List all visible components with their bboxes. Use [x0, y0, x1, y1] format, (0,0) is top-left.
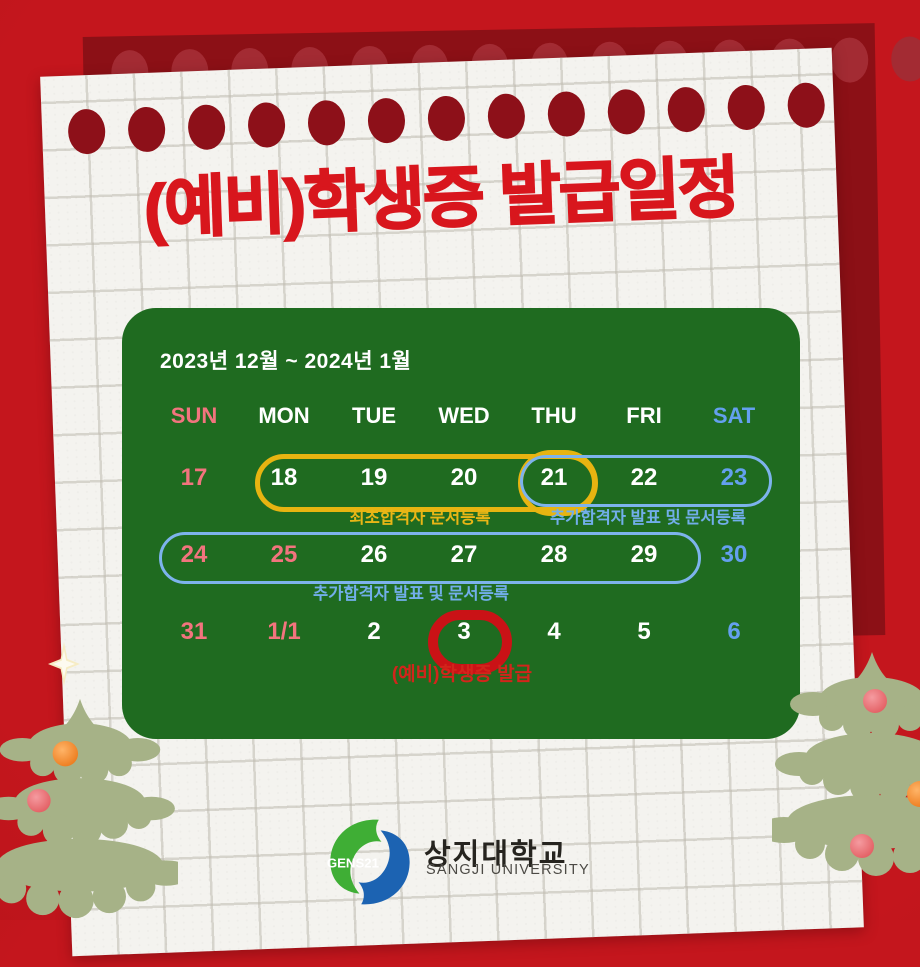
calendar-day: 17	[180, 464, 208, 491]
christmas-tree-icon	[0, 698, 178, 919]
highlight-pill-dec24-29	[159, 532, 701, 584]
calendar-day: 5	[637, 618, 651, 645]
weekday-header-row: SUN MON TUE WED THU FRI SAT	[149, 400, 779, 432]
sparkle-icon	[48, 642, 80, 686]
calendar-day: 21	[540, 464, 568, 491]
highlight-ring-jan3	[428, 610, 512, 674]
label-additional-registration-week1: 추가합격자 발표 및 문서등록	[550, 509, 746, 527]
calendar-day: 23	[720, 464, 748, 491]
calendar-day: 4	[547, 618, 561, 645]
university-name-en: SANGJI UNIVERSITY	[426, 862, 590, 878]
calendar-day: 28	[540, 541, 568, 568]
weekday-mon: MON	[258, 403, 310, 428]
ornament-ball	[863, 689, 887, 713]
calendar-week-row: 31 1/1 2 3 4 5 6	[149, 614, 779, 650]
calendar-day: 22	[630, 464, 658, 491]
highlight-pill-dec21-23	[520, 455, 772, 507]
weekday-fri: FRI	[626, 403, 662, 428]
ornament-ball	[907, 781, 920, 807]
calendar-day: 20	[450, 464, 478, 491]
calendar-day: 26	[360, 541, 388, 568]
calendar-day: 6	[727, 618, 741, 645]
label-initial-registration: 최초합격자 문서등록	[349, 509, 491, 527]
calendar-day-issue: 3	[457, 618, 471, 645]
calendar-period: 2023년 12월 ~ 2024년 1월	[160, 350, 412, 373]
weekday-wed: WED	[438, 403, 490, 428]
label-card-issue: (예비)학생증 발급	[391, 664, 533, 685]
weekday-sat: SAT	[712, 403, 756, 428]
calendar-week-row: 17 18 19 20 21 22 23	[149, 460, 779, 496]
calendar-day: 27	[450, 541, 478, 568]
weekday-sun: SUN	[170, 403, 218, 428]
calendar-day-holiday: 25	[270, 541, 298, 568]
calendar-day: 18	[270, 464, 298, 491]
university-name-kr: 상지대학교	[424, 839, 568, 871]
christmas-tree-icon	[772, 652, 920, 876]
weekday-thu: THU	[531, 403, 577, 428]
calendar-day: 2	[367, 618, 381, 645]
logo-badge-text: GENS21	[327, 855, 379, 870]
ornament-ball	[850, 834, 874, 858]
ornament-ball	[27, 788, 51, 813]
calendar-day: 29	[630, 541, 658, 568]
calendar-day: 24	[180, 541, 208, 568]
label-additional-registration-week2: 추가합격자 발표 및 문서등록	[313, 585, 509, 603]
calendar-day: 19	[360, 464, 388, 491]
calendar-day: 31	[180, 618, 208, 645]
weekday-tue: TUE	[352, 403, 396, 428]
calendar-day: 30	[720, 541, 748, 568]
calendar-week-row: 24 25 26 27 28 29 30	[149, 537, 779, 573]
sangji-university-logo: GENS21	[327, 819, 410, 905]
ornament-ball	[52, 740, 79, 767]
calendar-day-holiday: 1/1	[267, 618, 301, 645]
calendar-card: 2023년 12월 ~ 2024년 1월 SUN MON TUE WED THU…	[122, 308, 800, 739]
